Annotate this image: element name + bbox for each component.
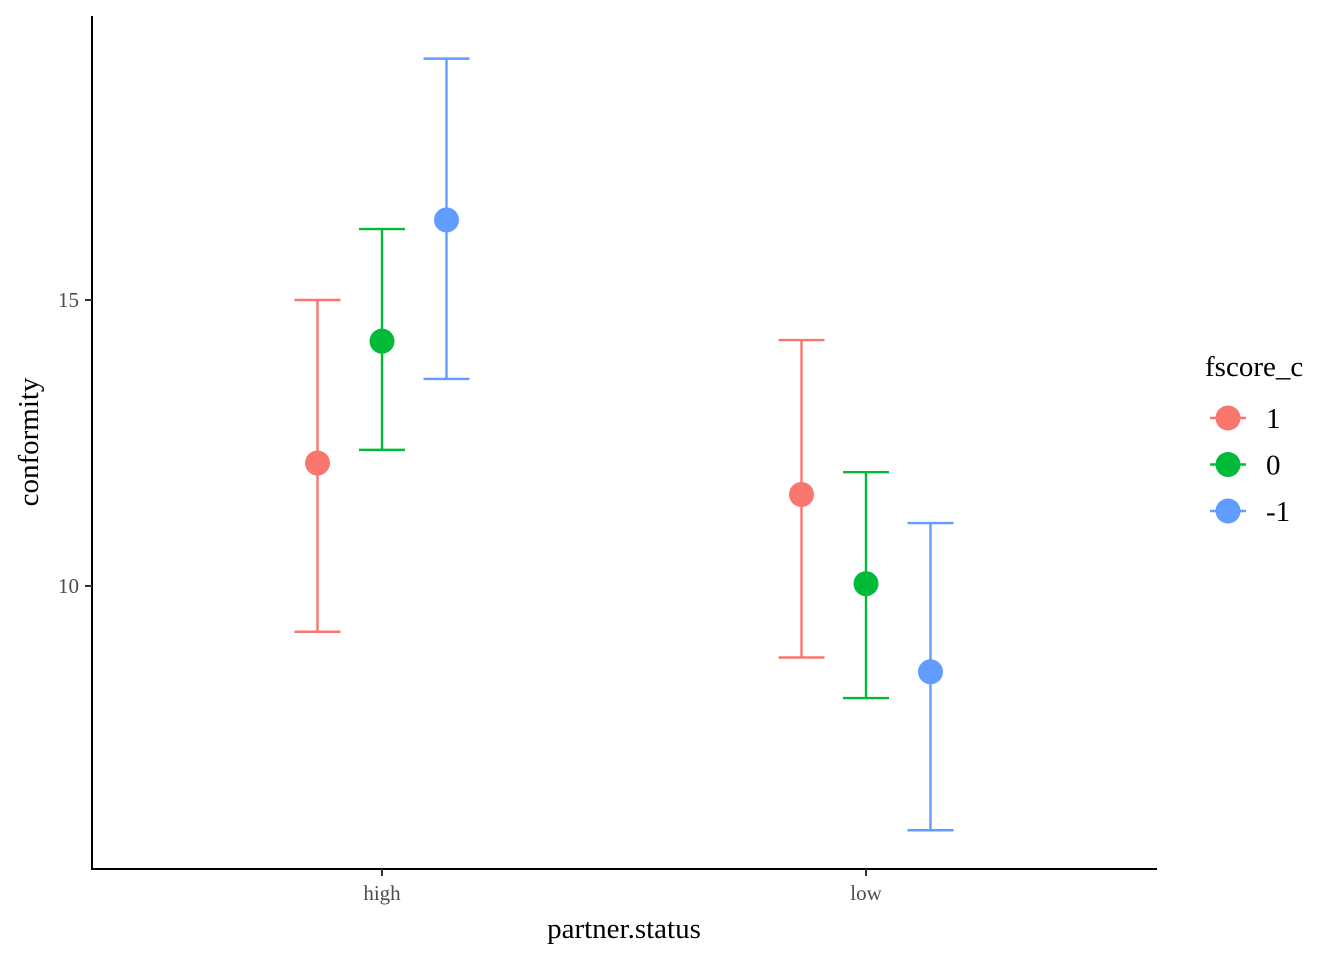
x-axis-title: partner.status — [547, 913, 701, 945]
legend-label: -1 — [1266, 496, 1290, 528]
data-point — [369, 328, 395, 354]
legend: fscore_c 1 0 -1 — [1205, 351, 1303, 528]
y-tick-label: 15 — [58, 288, 79, 312]
data-point — [305, 450, 330, 476]
x-tick-label: low — [850, 881, 882, 905]
data-point — [853, 571, 879, 597]
legend-label: 1 — [1266, 403, 1281, 435]
y-axis-title: conformity — [13, 377, 45, 506]
legend-label: 0 — [1266, 450, 1281, 482]
legend-title: fscore_c — [1205, 351, 1303, 383]
legend-key-point — [1215, 452, 1241, 477]
data-point — [434, 207, 459, 233]
data-point — [918, 659, 943, 685]
y-tick-label: 10 — [58, 574, 79, 598]
axis-ticks: 10 15 high low — [58, 288, 883, 905]
x-tick-label: high — [363, 881, 401, 905]
data-point — [789, 481, 814, 507]
legend-key-point — [1215, 498, 1241, 524]
plot-area — [294, 57, 954, 832]
axes — [91, 16, 1157, 870]
legend-key-point — [1215, 405, 1241, 431]
